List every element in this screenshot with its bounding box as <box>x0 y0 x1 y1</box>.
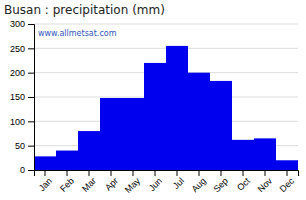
x-tick: Sep <box>212 170 230 194</box>
y-tick-mark <box>28 97 34 98</box>
x-tick-mark <box>155 170 156 176</box>
x-axis-line <box>35 171 299 177</box>
bar <box>56 151 78 170</box>
x-tick: Apr <box>103 170 120 193</box>
y-tick-mark <box>28 146 34 147</box>
y-tick-label: 200 <box>10 68 25 78</box>
chart: JanFebMar AprMay Jun Jul AugSep OctNovDec 0 50 1… <box>0 0 306 200</box>
y-tick: 100 <box>10 117 34 127</box>
bar <box>122 98 144 170</box>
x-tick-label: Feb <box>58 176 76 194</box>
x-tick-mark <box>265 170 266 176</box>
x-tick: Feb <box>58 170 76 194</box>
x-tick-mark <box>287 170 288 176</box>
x-tick-label: Dec <box>278 175 297 194</box>
y-tick: 0 <box>20 165 34 175</box>
grid <box>34 24 298 170</box>
x-tick: Jul <box>171 170 186 191</box>
x-tick: Jan <box>37 170 54 193</box>
x-tick-mark <box>67 170 68 176</box>
y-tick: 150 <box>10 92 34 102</box>
x-tick-label: Mar <box>80 176 98 194</box>
x-tick-label: Oct <box>235 175 252 192</box>
bar <box>276 160 298 170</box>
x-tick-mark <box>177 170 178 176</box>
grid-line <box>34 24 298 25</box>
x-tick: Aug <box>190 170 208 194</box>
x-tick-label: Jun <box>147 176 164 193</box>
x-tick-label: Jan <box>37 176 54 193</box>
x-tick-label: Nov <box>256 175 275 194</box>
bar <box>188 73 210 170</box>
x-tick-label: Sep <box>212 176 230 194</box>
title: Busan : precipitation (mm) <box>4 3 165 17</box>
y-tick-mark <box>28 170 34 171</box>
y-tick-label: 100 <box>10 117 25 127</box>
x-tick-label: Apr <box>103 176 120 193</box>
x-axis: JanFebMar AprMay Jun Jul AugSep OctNovDec <box>35 170 299 195</box>
y-tick: 250 <box>10 44 34 54</box>
y-tick-mark <box>28 73 34 74</box>
y-tick-label: 0 <box>20 165 25 175</box>
y-axis-line <box>28 25 35 171</box>
x-tick-mark <box>243 170 244 176</box>
bar <box>254 138 276 170</box>
x-tick-mark <box>45 170 46 176</box>
x-tick-mark <box>133 170 134 176</box>
bar <box>100 98 122 170</box>
x-tick-label: May <box>123 175 142 194</box>
y-tick-label: 50 <box>15 141 25 151</box>
x-tick: Mar <box>80 170 98 194</box>
x-tick-mark <box>111 170 112 176</box>
y-axis: 0 50 100 150 200 250 300 <box>10 19 35 175</box>
watermark: www.allmetsat.com <box>38 29 117 38</box>
y-tick: 200 <box>10 68 34 78</box>
y-tick: 300 <box>10 19 34 29</box>
bar <box>232 140 254 170</box>
plot: JanFebMar AprMay Jun Jul AugSep OctNovDec 0 50 1… <box>10 19 299 195</box>
x-tick: May <box>123 170 142 195</box>
bar <box>166 46 188 170</box>
bar <box>144 63 166 170</box>
bar <box>34 156 56 170</box>
x-tick-mark <box>89 170 90 176</box>
y-tick-mark <box>28 24 34 25</box>
y-tick-label: 300 <box>10 19 25 29</box>
x-tick-mark <box>221 170 222 176</box>
y-tick-mark <box>28 48 34 49</box>
y-tick-label: 250 <box>10 44 25 54</box>
x-tick: Nov <box>256 170 275 194</box>
x-tick: Jun <box>147 170 164 193</box>
x-tick-mark <box>199 170 200 176</box>
bar <box>78 131 100 170</box>
y-tick-label: 150 <box>10 92 25 102</box>
x-tick-label: Jul <box>171 176 186 191</box>
y-tick: 50 <box>15 141 34 151</box>
bars <box>34 46 298 170</box>
bar <box>210 81 232 170</box>
x-tick-label: Aug <box>190 176 208 194</box>
y-tick-mark <box>28 121 34 122</box>
x-tick: Dec <box>278 170 297 194</box>
x-tick: Oct <box>235 170 252 193</box>
